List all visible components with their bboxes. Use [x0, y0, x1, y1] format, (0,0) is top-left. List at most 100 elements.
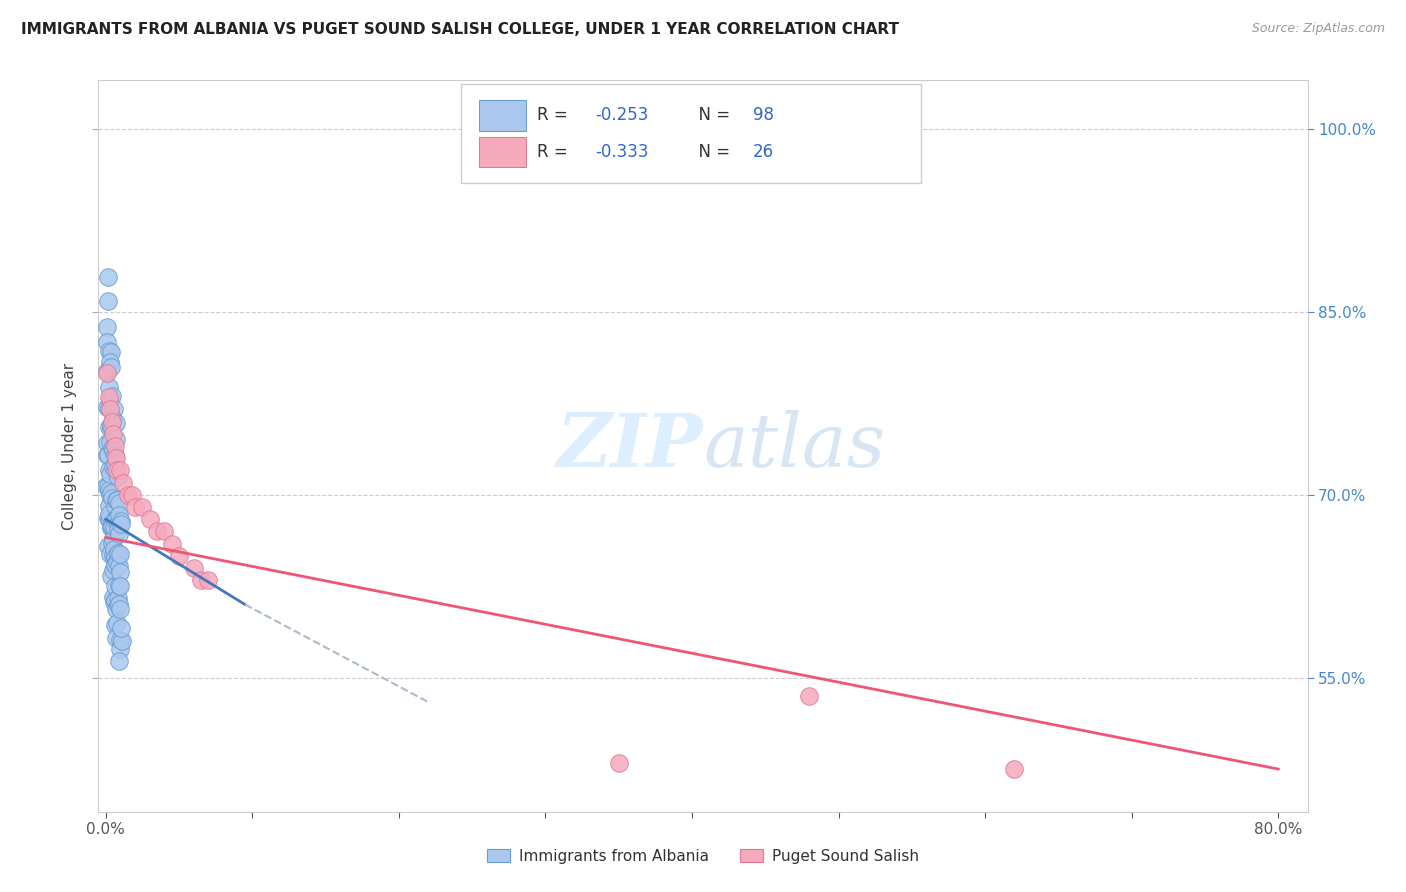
Point: [98, 355, 121, 369]
Point: [110, 517, 132, 532]
FancyBboxPatch shape: [479, 100, 526, 131]
Point: [107, 470, 129, 484]
Point: [98, 547, 121, 561]
Point: [98, 435, 121, 450]
Point: [110, 514, 132, 528]
Point: [101, 548, 124, 562]
Point: [101, 491, 124, 505]
Point: [97, 344, 120, 359]
Point: [101, 412, 124, 426]
Point: [103, 513, 125, 527]
Point: [103, 520, 125, 534]
Point: [160, 536, 183, 550]
Point: [104, 463, 127, 477]
Point: [101, 591, 124, 605]
Point: [103, 439, 125, 453]
Point: [105, 555, 128, 569]
Point: [100, 415, 122, 429]
Point: [100, 419, 122, 434]
Point: [104, 417, 127, 431]
Point: [197, 573, 219, 587]
Point: [131, 500, 153, 514]
Point: [98, 483, 121, 497]
Text: N =: N =: [689, 143, 735, 161]
Point: [112, 475, 135, 490]
Legend: Immigrants from Albania, Puget Sound Salish: Immigrants from Albania, Puget Sound Sal…: [481, 843, 925, 870]
Point: [100, 359, 122, 374]
Point: [96, 363, 118, 377]
Point: [96, 435, 118, 450]
Point: [104, 458, 127, 472]
Text: -0.253: -0.253: [595, 106, 648, 124]
Point: [117, 488, 139, 502]
Point: [190, 573, 212, 587]
Point: [105, 492, 128, 507]
Point: [104, 558, 127, 572]
Point: [107, 523, 129, 537]
Point: [100, 467, 122, 481]
Point: [104, 618, 127, 632]
Point: [107, 463, 129, 477]
Point: [138, 512, 160, 526]
Point: [104, 432, 127, 446]
Point: [111, 634, 134, 648]
Point: [103, 542, 125, 557]
Point: [98, 402, 121, 417]
Point: [100, 521, 122, 535]
Point: [1004, 762, 1026, 776]
Point: [105, 631, 128, 645]
Point: [96, 366, 118, 380]
Point: [607, 756, 630, 770]
Point: [110, 566, 132, 580]
Point: [100, 486, 122, 500]
Point: [103, 443, 125, 458]
Point: [96, 448, 118, 462]
Point: [108, 508, 131, 522]
Y-axis label: College, Under 1 year: College, Under 1 year: [62, 362, 77, 530]
Point: [97, 390, 120, 404]
Text: N =: N =: [689, 106, 735, 124]
Point: [103, 402, 125, 417]
Point: [104, 448, 127, 462]
Point: [101, 388, 124, 402]
Point: [104, 550, 127, 565]
Point: [104, 558, 127, 572]
Point: [97, 270, 120, 285]
Point: [101, 426, 124, 441]
Point: [96, 334, 118, 349]
Point: [107, 517, 129, 532]
Text: Source: ZipAtlas.com: Source: ZipAtlas.com: [1251, 22, 1385, 36]
Point: [104, 592, 127, 607]
Text: ZIP: ZIP: [557, 409, 703, 483]
Point: [108, 579, 131, 593]
Point: [97, 420, 120, 434]
Point: [96, 479, 118, 493]
Point: [153, 524, 176, 539]
Point: [108, 633, 131, 648]
Point: [103, 552, 125, 566]
Point: [98, 488, 121, 502]
Point: [105, 451, 128, 466]
Point: [97, 512, 120, 526]
Point: [96, 320, 118, 334]
Point: [103, 563, 125, 577]
Point: [97, 499, 120, 513]
Text: 98: 98: [752, 106, 773, 124]
Point: [100, 569, 122, 583]
Point: [104, 493, 127, 508]
Text: R =: R =: [537, 143, 574, 161]
Point: [110, 547, 132, 561]
Point: [107, 578, 129, 592]
Point: [101, 460, 124, 475]
Point: [105, 509, 128, 524]
Point: [107, 549, 129, 564]
Point: [98, 380, 121, 394]
Point: [97, 539, 120, 553]
Text: R =: R =: [537, 106, 574, 124]
Point: [100, 518, 122, 533]
Point: [108, 496, 131, 510]
Point: [124, 500, 146, 514]
Point: [104, 513, 127, 527]
Point: [101, 441, 124, 455]
Point: [108, 654, 131, 668]
